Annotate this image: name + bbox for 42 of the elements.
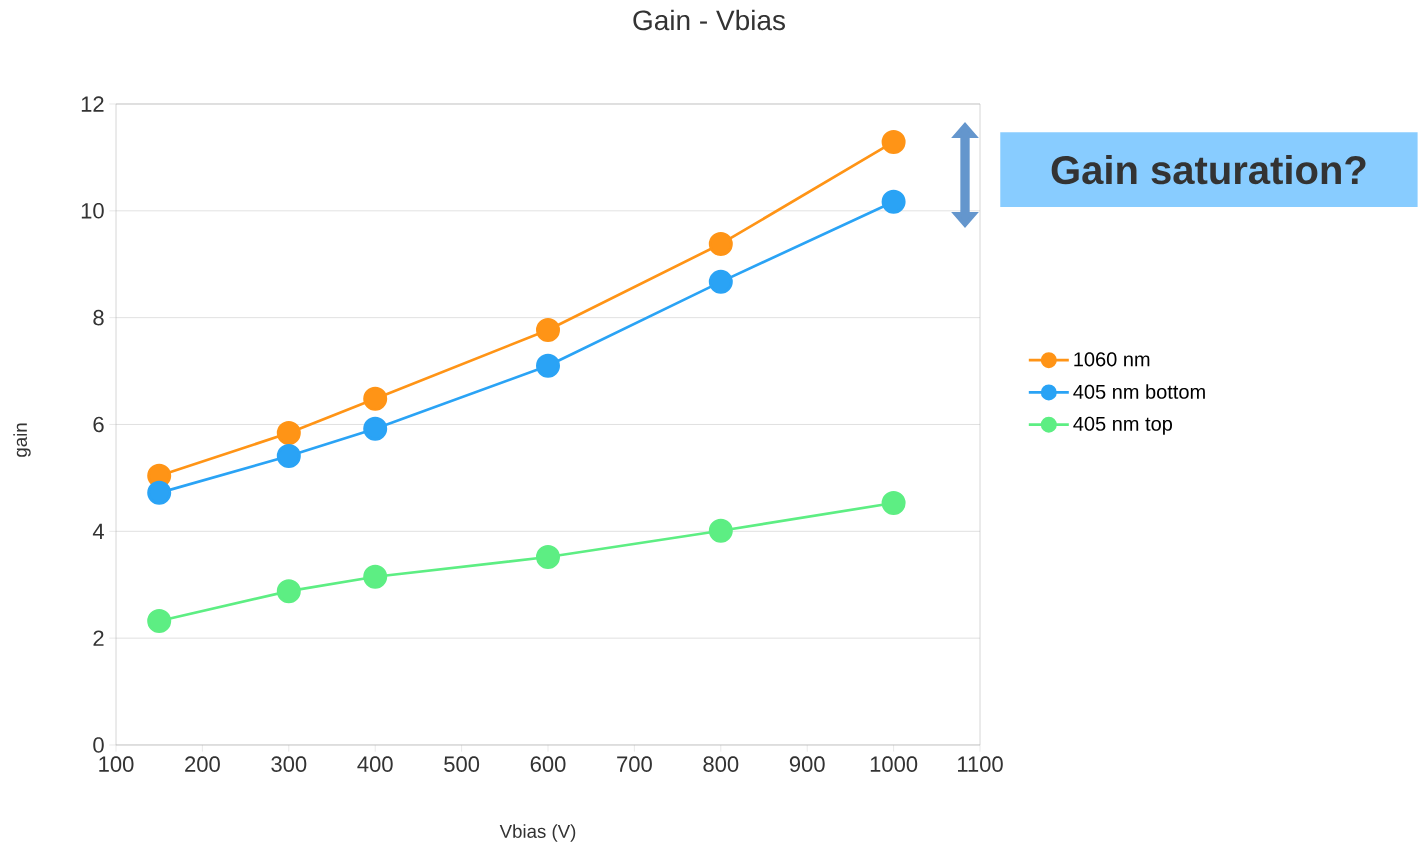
legend-label: 405 nm bottom — [1073, 384, 1205, 399]
point — [536, 353, 561, 378]
chart-title: Gain - Vbias — [633, 9, 785, 31]
y-tick-label: 4 — [92, 523, 104, 539]
point — [363, 416, 388, 441]
point — [708, 518, 733, 543]
y-axis-title: gain — [13, 423, 31, 457]
point — [881, 491, 906, 516]
legend-label: 1060 nm — [1074, 352, 1150, 367]
point — [276, 421, 301, 446]
point — [363, 386, 388, 411]
x-tick-label: 1000 — [870, 756, 918, 772]
x-tick-label: 300 — [271, 756, 307, 772]
x-tick-label: 400 — [357, 756, 393, 772]
y-tick-label: 6 — [93, 416, 104, 433]
y-tick-label: 12 — [81, 96, 104, 112]
x-tick-label: 700 — [617, 756, 652, 772]
point — [536, 544, 561, 569]
point — [881, 189, 906, 214]
y-tick-label: 8 — [93, 309, 104, 326]
point — [708, 231, 733, 256]
x-tick-label: 900 — [789, 756, 825, 772]
x-tick-label: 200 — [185, 756, 220, 772]
point — [536, 317, 561, 342]
y-tick-label: 0 — [93, 737, 104, 753]
point — [147, 480, 172, 505]
x-tick-label: 1100 — [958, 756, 1003, 772]
point — [276, 444, 301, 469]
legend-label: 405 nm top — [1073, 416, 1173, 435]
x-axis-title: Vbias (V) — [499, 824, 576, 842]
text: Gain saturation? — [1051, 154, 1366, 185]
y-tick-label: 10 — [81, 203, 104, 219]
point — [276, 579, 301, 604]
point — [147, 609, 172, 634]
x-tick-label: 600 — [530, 756, 566, 772]
x-tick-label: 800 — [703, 756, 739, 772]
x-tick-label: 500 — [444, 756, 480, 772]
point — [363, 564, 388, 589]
point — [708, 269, 733, 294]
point — [881, 129, 906, 154]
x-tick-label: 100 — [99, 756, 134, 772]
y-tick-label: 2 — [93, 630, 104, 646]
